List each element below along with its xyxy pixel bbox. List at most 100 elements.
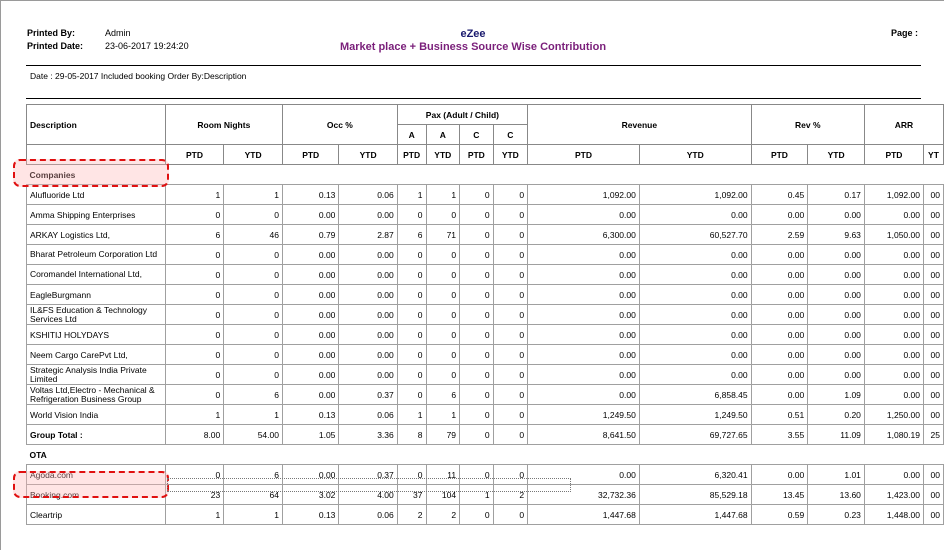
sub-header: YTD <box>338 144 398 165</box>
row-value: 0.00 <box>281 304 340 325</box>
row-value: 0.23 <box>807 504 865 525</box>
row-description: Group Total : <box>26 424 166 445</box>
row-value: 8.00 <box>164 424 225 445</box>
printed-by-value: Admin <box>105 28 131 38</box>
section-spacer <box>165 444 944 465</box>
table-row: Strategic Analysis India Private Limited… <box>26 364 944 385</box>
row-value: 0.00 <box>863 324 924 345</box>
row-value: 0.00 <box>750 304 809 325</box>
row-value: 0.13 <box>281 184 340 205</box>
row-value: 11.09 <box>807 424 865 445</box>
table-row: Bharat Petroleum Corporation Ltd 0 0 0.00 0.… <box>26 244 944 265</box>
group-total-rows: Group Total :8.00 54.00 1.05 3.36 8 79 0 0 8,641… <box>26 424 944 445</box>
row-value: 13.60 <box>807 484 865 505</box>
table-row: EagleBurgmann 0 0 0.00 0.00 0 0 0 0 0.00 0.00 0.00 0… <box>26 284 944 305</box>
row-value: 0.00 <box>750 264 809 285</box>
row-value: 6 <box>223 384 283 405</box>
arr-header: ARR <box>863 104 944 145</box>
printed-date-value: 23-06-2017 19:24:20 <box>105 41 189 51</box>
row-value: 0.00 <box>638 304 752 325</box>
row-value: 00 <box>922 284 944 305</box>
row-value: 0.00 <box>527 284 640 305</box>
row-value: 79 <box>425 424 461 445</box>
occ-header: Occ % <box>281 104 398 145</box>
row-value: 0 <box>223 244 283 265</box>
row-value: 0.00 <box>638 244 752 265</box>
row-value: 0.00 <box>863 464 924 485</box>
row-value: 0 <box>396 384 427 405</box>
companies-highlight <box>13 159 169 187</box>
row-value: 00 <box>922 204 944 225</box>
row-value: 1 <box>396 184 427 205</box>
pax-header: Pax (Adult / Child) <box>396 104 529 125</box>
company-title: eZee <box>460 28 486 40</box>
row-value: 0 <box>492 324 529 345</box>
row-description: Amma Shipping Enterprises <box>26 204 166 225</box>
row-description: Bharat Petroleum Corporation Ltd <box>26 244 166 265</box>
row-value: 0 <box>459 284 494 305</box>
row-value: 2 <box>396 504 427 525</box>
row-value: 6 <box>425 384 461 405</box>
row-value: 6 <box>164 224 225 245</box>
row-value: 0.00 <box>281 384 340 405</box>
row-value: 6,320.41 <box>638 464 752 485</box>
row-value: 0.51 <box>750 404 809 425</box>
row-value: 1,092.00 <box>638 184 752 205</box>
row-value: 2.59 <box>750 224 809 245</box>
row-value: 0 <box>492 284 529 305</box>
table-row: Agoda.com 0 6 0.00 0.37 0 11 0 0 0.00 6,320.41 0.00… <box>26 464 944 485</box>
row-description: ARKAY Logistics Ltd, <box>26 224 166 245</box>
header-divider <box>26 65 921 66</box>
row-value: 0.59 <box>750 504 809 525</box>
row-value: 1,050.00 <box>863 224 924 245</box>
row-value: 0.00 <box>527 364 640 385</box>
row-value: 0.00 <box>338 284 398 305</box>
row-value: 0.00 <box>750 204 809 225</box>
row-value: 0.00 <box>750 244 809 265</box>
row-value: 1,423.00 <box>863 484 924 505</box>
row-value: 1,447.68 <box>527 504 640 525</box>
row-value: 0 <box>425 344 461 365</box>
row-value: 0.00 <box>527 204 640 225</box>
row-value: 0.00 <box>527 244 640 265</box>
row-description: EagleBurgmann <box>26 284 166 305</box>
row-value: 0 <box>459 404 494 425</box>
row-value: 0.00 <box>281 284 340 305</box>
row-value: 0.00 <box>807 364 865 385</box>
row-value: 00 <box>922 184 944 205</box>
row-value: 0 <box>492 224 529 245</box>
row-value: 0 <box>459 424 494 445</box>
row-value: 00 <box>922 504 944 525</box>
row-value: 0 <box>492 244 529 265</box>
row-value: 0.00 <box>807 324 865 345</box>
row-value: 0 <box>164 344 225 365</box>
row-value: 6,300.00 <box>527 224 640 245</box>
row-value: 0 <box>223 284 283 305</box>
date-divider <box>26 98 921 99</box>
table-row: IL&FS Education & Technology Services Lt… <box>26 304 944 325</box>
row-value: 0 <box>425 364 461 385</box>
row-value: 0.00 <box>863 344 924 365</box>
sub-header: PTD <box>281 144 340 165</box>
row-value: 0.00 <box>338 264 398 285</box>
row-value: 0.00 <box>638 204 752 225</box>
row-value: 2.87 <box>338 224 398 245</box>
row-value: 0.00 <box>338 364 398 385</box>
row-description: Neem Cargo CarePvt Ltd, <box>26 344 166 365</box>
row-value: 1,249.50 <box>638 404 752 425</box>
row-value: 1,250.00 <box>863 404 924 425</box>
row-value: 0.00 <box>281 324 340 345</box>
row-value: 0.00 <box>338 204 398 225</box>
sub-header: PTD <box>396 144 427 165</box>
row-value: 0 <box>223 364 283 385</box>
row-value: 13.45 <box>750 484 809 505</box>
ota-rows: Agoda.com 0 6 0.00 0.37 0 11 0 0 0.00 6,320.41 0.00… <box>26 464 944 525</box>
row-value: 0.00 <box>807 344 865 365</box>
row-value: 1,092.00 <box>863 184 924 205</box>
row-value: 0.00 <box>807 284 865 305</box>
row-value: 00 <box>922 304 944 325</box>
row-value: 0.00 <box>338 344 398 365</box>
companies-rows: Alufluoride Ltd 1 1 0.13 0.06 1 1 0 0 1,092.00 1,0… <box>26 184 944 425</box>
section-spacer <box>165 164 944 185</box>
row-value: 0 <box>425 244 461 265</box>
